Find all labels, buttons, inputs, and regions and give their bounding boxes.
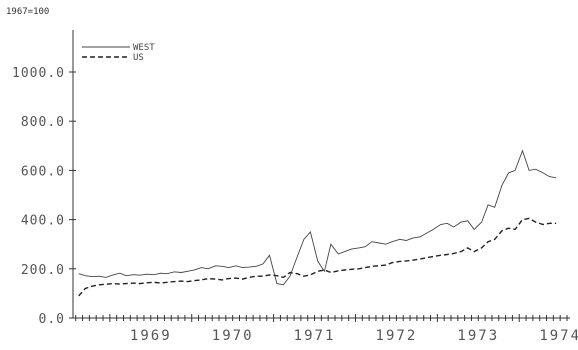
series-line-us (78, 217, 557, 297)
y-axis: 0.0 200.0 400.0 600.0 800.0 1000.0 (12, 66, 76, 327)
x-tick-label: 1969 (130, 328, 172, 344)
x-tick-label: 1973 (457, 328, 499, 344)
x-tick-label: 1970 (212, 328, 254, 344)
series-line-west (78, 149, 557, 286)
x-tick-label: 1971 (294, 328, 336, 344)
unit-label: 1967=100 (6, 7, 49, 17)
y-tick-label: 600.0 (21, 164, 65, 179)
plot-frame (72, 30, 570, 319)
legend-label-west: WEST (133, 43, 155, 53)
x-tick-label: 1972 (376, 328, 418, 344)
y-tick-label: 200.0 (21, 263, 65, 278)
x-axis: 1969 1970 1971 1972 1973 1974 (75, 314, 578, 344)
y-tick-label: 1000.0 (12, 66, 65, 81)
y-tick-label: 800.0 (21, 115, 65, 130)
x-tick-label: 1974 (539, 328, 578, 344)
series-layer (78, 149, 557, 297)
y-tick-label: 400.0 (21, 214, 65, 229)
y-tick-label: 0.0 (39, 312, 65, 327)
legend-label-us: US (133, 53, 144, 63)
